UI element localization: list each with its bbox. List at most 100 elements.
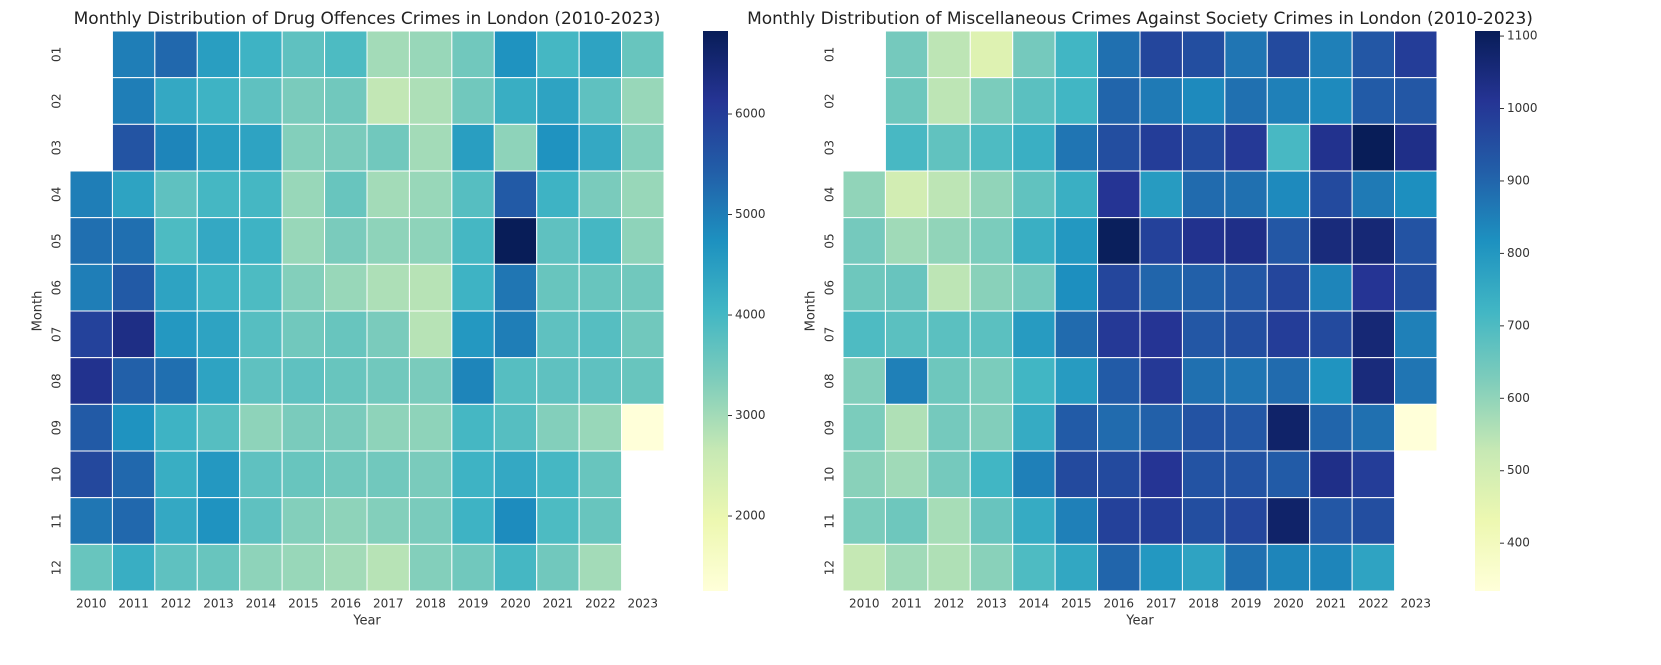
- heatmap-cell: [969, 497, 1014, 545]
- heatmap-cell: [536, 30, 580, 79]
- heatmap-cell: [842, 403, 886, 452]
- heatmap-cell: [578, 170, 623, 219]
- heatmap-cell: [1394, 30, 1438, 79]
- heatmap-cell: [69, 357, 113, 405]
- heatmap-cell: [493, 77, 538, 125]
- heatmap-cell: [1309, 450, 1353, 499]
- x-tick-label: 2023: [1401, 597, 1432, 611]
- heatmap-cell: [884, 450, 929, 499]
- heatmap-cell: [1351, 217, 1396, 265]
- heatmap-cell: [1351, 450, 1396, 499]
- y-tick-label: 02: [50, 93, 64, 108]
- heatmap-cell: [239, 77, 283, 125]
- x-tick-label: 2014: [246, 597, 277, 611]
- heatmap-cell: [451, 450, 495, 499]
- heatmap-cell: [1394, 263, 1438, 312]
- heatmap-cell: [69, 403, 113, 452]
- heatmap-cell: [281, 217, 326, 265]
- heatmap-cell: [1097, 497, 1141, 545]
- heatmap-cell: [969, 30, 1014, 79]
- y-tick-label: 09: [50, 420, 64, 435]
- y-tick-label: 05: [823, 233, 837, 248]
- heatmap-cell: [281, 123, 326, 172]
- colorbar-tick-label: 1100: [1507, 29, 1538, 43]
- heatmap-cell: [621, 30, 665, 79]
- heatmap-cell: [324, 450, 368, 499]
- heatmap-cell: [1012, 543, 1056, 592]
- heatmap-cell: [536, 310, 580, 359]
- heatmap-cell: [578, 450, 623, 499]
- heatmap-cell: [1181, 450, 1226, 499]
- heatmap-cell: [1097, 77, 1141, 125]
- heatmap-cell: [154, 217, 198, 265]
- heatmap-cell: [1054, 263, 1099, 312]
- heatmap-cell: [111, 543, 156, 592]
- heatmap-cell: [1181, 543, 1226, 592]
- heatmap-cell: [196, 263, 241, 312]
- heatmap-cell: [239, 403, 283, 452]
- heatmap-cell: [239, 310, 283, 359]
- heatmap-cell: [196, 543, 241, 592]
- x-axis-label: Year: [352, 614, 381, 629]
- heatmap-cell: [493, 263, 538, 312]
- heatmap-cell: [1054, 123, 1099, 172]
- heatmap-cell: [621, 403, 665, 452]
- heatmap-cell: [1351, 543, 1396, 592]
- x-tick-label: 2018: [415, 597, 446, 611]
- heatmap-cell: [1054, 30, 1099, 79]
- y-tick-label: 04: [823, 187, 837, 202]
- heatmap-cell: [927, 217, 971, 265]
- heatmap-cell: [842, 170, 886, 219]
- x-tick-label: 2022: [1358, 597, 1389, 611]
- heatmap-cell: [842, 263, 886, 312]
- heatmap-cell: [196, 170, 241, 219]
- y-tick-label: 11: [823, 513, 837, 528]
- heatmap-cell: [1139, 263, 1183, 312]
- heatmap-cell: [927, 450, 971, 499]
- x-tick-label: 2014: [1019, 597, 1050, 611]
- heatmap-cell: [324, 310, 368, 359]
- heatmap-cell: [1181, 497, 1226, 545]
- heatmap-cell: [1309, 123, 1353, 172]
- heatmap-cell: [69, 170, 113, 219]
- heatmap-cell: [154, 403, 198, 452]
- heatmap-cell: [1224, 450, 1268, 499]
- x-tick-label: 2020: [1273, 597, 1304, 611]
- heatmap-cell: [884, 357, 929, 405]
- heatmap-cell: [154, 450, 198, 499]
- heatmap-cell: [536, 123, 580, 172]
- heatmap-cell: [154, 30, 198, 79]
- heatmap-cell: [1012, 77, 1056, 125]
- heatmap-cell: [1351, 30, 1396, 79]
- heatmap-cell: [1351, 170, 1396, 219]
- heatmap-cell: [884, 170, 929, 219]
- heatmap-cell: [408, 497, 453, 545]
- heatmap-cell: [366, 543, 410, 592]
- heatmap-cell: [1012, 310, 1056, 359]
- heatmap-cell: [1097, 357, 1141, 405]
- heatmap-cell: [536, 217, 580, 265]
- heatmap-cell: [1054, 217, 1099, 265]
- x-tick-label: 2011: [118, 597, 149, 611]
- heatmap-cell: [1097, 30, 1141, 79]
- heatmap-cell: [408, 310, 453, 359]
- heatmap-cell: [493, 170, 538, 219]
- heatmap-cell: [281, 263, 326, 312]
- heatmap-cell: [196, 310, 241, 359]
- heatmap-cell: [927, 170, 971, 219]
- y-tick-label: 07: [50, 327, 64, 342]
- heatmap-cell: [1224, 497, 1268, 545]
- heatmap-cell: [927, 543, 971, 592]
- heatmap-cell: [1224, 217, 1268, 265]
- heatmap-cell: [196, 30, 241, 79]
- heatmap-cell: [154, 77, 198, 125]
- heatmap-cell: [239, 123, 283, 172]
- heatmap-cell: [366, 170, 410, 219]
- heatmap-cell: [1181, 310, 1226, 359]
- heatmap-cell: [111, 403, 156, 452]
- heatmap-cell: [1394, 403, 1438, 452]
- heatmap-cell: [493, 217, 538, 265]
- y-tick-label: 08: [50, 373, 64, 388]
- heatmap-cell: [621, 123, 665, 172]
- heatmap-cell: [536, 357, 580, 405]
